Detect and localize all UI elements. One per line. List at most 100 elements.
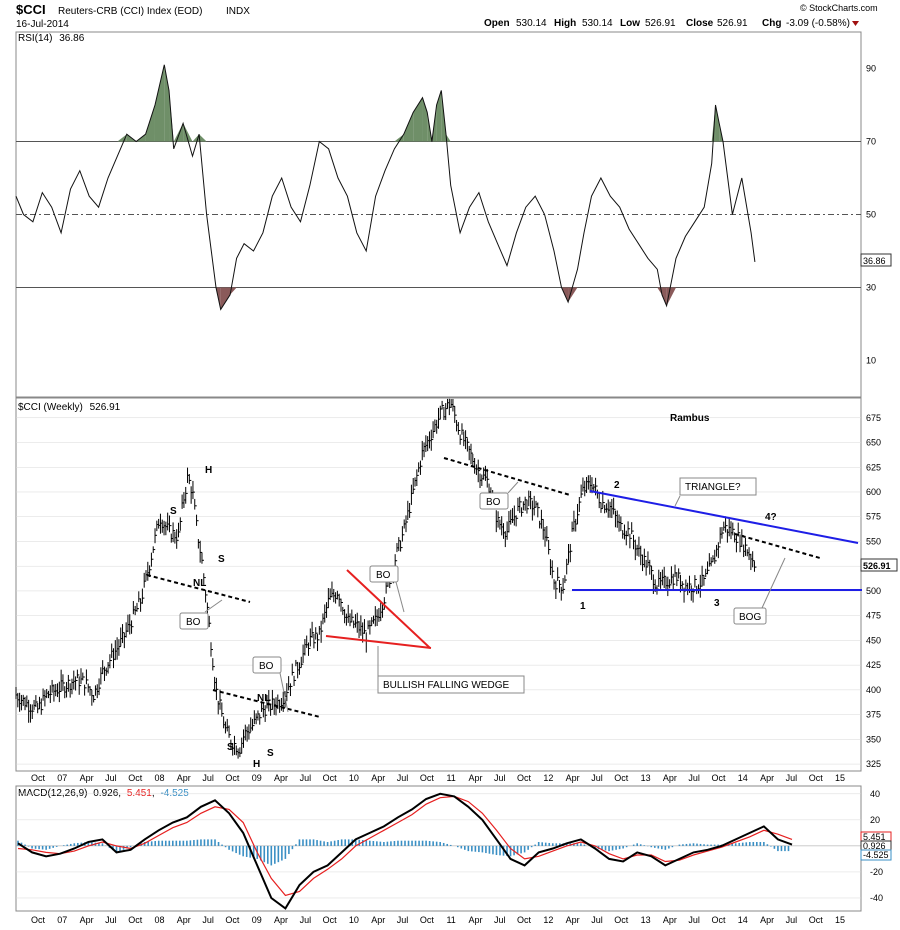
price-bar: [31, 704, 35, 720]
macd-hist-box: [860, 849, 892, 861]
x-axis-label: Oct: [517, 773, 532, 783]
x-axis-label: Oct: [323, 773, 338, 783]
price-bar: [210, 642, 213, 657]
price-bar: [221, 702, 224, 717]
x-axis-label: Jul: [591, 773, 603, 783]
price-bar: [268, 690, 271, 712]
header-name: Reuters-CRB (CCI) Index (EOD): [58, 6, 202, 17]
label-bo2: BO: [259, 661, 274, 672]
price-last-box-frame: [860, 558, 898, 572]
label-nl2: NL: [257, 693, 270, 704]
x-axis-label: Oct: [809, 915, 824, 925]
price-bar: [530, 490, 533, 510]
price-bar: [613, 497, 616, 515]
chart-header: $CCI Reuters-CRB (CCI) Index (EOD) INDX …: [16, 2, 878, 30]
x-axis-label: Apr: [80, 773, 94, 783]
macd-tick-label: -20: [870, 867, 883, 877]
price-bar: [409, 502, 412, 518]
callout-bo3: [395, 581, 405, 613]
price-bar: [212, 658, 215, 671]
rsi-tick-label: 90: [866, 64, 876, 74]
x-axis-label: Jul: [105, 915, 117, 925]
open-label: Open: [484, 18, 510, 29]
price-bar: [681, 581, 685, 589]
rsi-last-box-label: 36.86: [863, 256, 886, 266]
price-tick-label: 425: [866, 660, 881, 670]
price-bar: [548, 539, 551, 555]
x-axis-label: Apr: [177, 773, 191, 783]
label-triangle: TRIANGLE?: [685, 482, 741, 493]
price-bar: [416, 469, 419, 487]
x-axis-label: Apr: [760, 773, 774, 783]
price-bar: [569, 543, 573, 563]
x-axis-label: Oct: [614, 915, 629, 925]
price-bar: [631, 522, 634, 535]
rsi-last-box: 36.86: [860, 253, 892, 267]
price-tick-label: 450: [866, 635, 881, 645]
price-bar: [669, 579, 672, 589]
rsi-last: 36.86: [59, 33, 84, 44]
price-bar: [721, 526, 724, 539]
down-arrow-icon: [852, 21, 859, 26]
price-bar: [176, 529, 179, 549]
price-bar: [35, 695, 38, 708]
label-s3: S: [227, 742, 234, 753]
macd-main-line: [17, 792, 793, 910]
x-axis-label: Oct: [128, 915, 143, 925]
x-axis-label: Jul: [105, 773, 117, 783]
x-axis-lower: Oct 07 Apr Jul Oct 08 Apr Jul Oct 09 Apr Jul Oct 10 Ap…: [31, 915, 845, 925]
label-wave-1: 1: [580, 601, 586, 612]
x-axis-label: Jul: [300, 915, 312, 925]
x-axis-label: Oct: [225, 915, 240, 925]
price-bar: [298, 662, 302, 675]
label-bog: BOG: [739, 612, 761, 623]
price-tick-label: 400: [866, 685, 881, 695]
price-tick-label: 550: [866, 536, 881, 546]
price-bar: [78, 676, 82, 695]
x-axis-label: Oct: [420, 915, 435, 925]
x-axis-label: Oct: [420, 773, 435, 783]
price-bar: [248, 724, 251, 740]
price-bar: [259, 714, 262, 725]
price-bar: [40, 698, 44, 715]
rsi-overbought-fill: [394, 134, 404, 142]
price-bar: [168, 515, 172, 533]
macd-hist-box-label: -4.525: [863, 850, 889, 860]
x-axis-label: Oct: [225, 773, 240, 783]
x-axis-label: Oct: [128, 773, 143, 783]
rsi-overbought-fill: [436, 90, 442, 142]
callout-bo4: [507, 481, 519, 494]
price-bar: [93, 695, 96, 703]
price-bar: [620, 516, 623, 532]
price-bar: [398, 537, 401, 552]
macd-panel: MACD(12,26,9) 0.926, 5.451, -4.525 40 20 0…: [15, 785, 892, 912]
price-bar: [551, 560, 555, 579]
price-bar: [179, 517, 183, 531]
price-bar: [629, 533, 632, 549]
x-axis-label: Jul: [397, 773, 409, 783]
price-bar: [291, 663, 295, 676]
price-bar: [577, 503, 580, 525]
price-bar: [264, 705, 268, 722]
x-axis-label: Apr: [663, 915, 677, 925]
price-bar: [141, 588, 145, 604]
macd-value-box-label: 0.926: [863, 841, 886, 851]
price-bar: [76, 669, 80, 679]
x-axis-label: 11: [446, 915, 455, 925]
downtrend-line-2011: [443, 457, 571, 496]
price-bar: [441, 400, 445, 410]
price-bar: [735, 535, 739, 553]
price-bar: [109, 654, 112, 669]
label-s4: S: [267, 748, 274, 759]
x-axis-label: 14: [738, 773, 748, 783]
macd-signal-line: [17, 795, 793, 897]
rsi-panel: RSI(14) 36.86 10 30 50 70 90 36.86: [15, 31, 892, 398]
price-bar: [600, 502, 603, 513]
x-axis-label: Jul: [494, 773, 506, 783]
price-bar: [98, 678, 102, 696]
x-axis-label: Apr: [80, 915, 94, 925]
price-bar: [131, 620, 134, 634]
neckline-2009: [212, 689, 321, 718]
price-bar: [457, 422, 461, 435]
price-panel: $CCI (Weekly) 526.91 325 350 375 400 425 450 4…: [15, 397, 898, 772]
